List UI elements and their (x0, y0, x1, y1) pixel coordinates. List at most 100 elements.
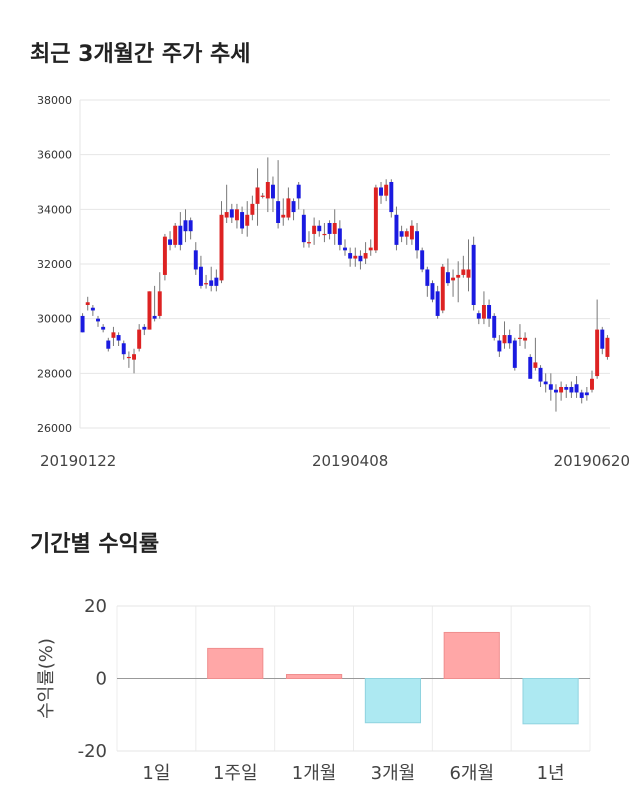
candle-body (528, 356, 533, 379)
candle-body (240, 212, 245, 229)
candle-body (456, 274, 461, 278)
candle-body (584, 392, 589, 396)
returns-bar (364, 678, 422, 724)
candle-body (111, 332, 116, 338)
candle-body (214, 277, 219, 286)
returns-bar (285, 674, 343, 680)
returns-y-tick-label: 0 (96, 669, 107, 690)
candle-body (523, 337, 528, 341)
returns-x-tick-label: 1주일 (213, 763, 258, 784)
candle-body (466, 269, 471, 278)
price-y-tick-label: 26000 (37, 422, 72, 435)
candle-body (121, 343, 126, 355)
price-trend-title: 최근 3개월간 주가 추세 (30, 42, 251, 67)
candle-body (265, 182, 270, 199)
candle-body (502, 335, 507, 344)
candle-body (579, 392, 584, 398)
candle-body (507, 335, 512, 344)
candle-body (270, 184, 275, 199)
price-y-tick-label: 36000 (37, 149, 72, 162)
candle-body (595, 329, 600, 377)
candle-body (168, 239, 173, 245)
candle-body (487, 305, 492, 319)
candle-body (312, 225, 317, 234)
price-y-tick-label: 32000 (37, 258, 72, 271)
candle-body (471, 244, 476, 305)
candle-body (430, 283, 435, 300)
candle-body (90, 307, 95, 311)
candle-body (373, 187, 378, 251)
candle-body (425, 269, 430, 286)
candle-body (198, 266, 203, 286)
candle-body (276, 201, 281, 223)
returns-y-tick-label: -20 (78, 741, 107, 762)
returns-y-axis-label: 수익률(%) (36, 638, 57, 719)
candle-body (358, 255, 363, 262)
candle-body (476, 313, 481, 319)
candle-body (234, 209, 239, 221)
candle-body (559, 387, 564, 393)
candle-body (461, 269, 466, 275)
candle-body (327, 223, 332, 234)
candle-body (533, 362, 538, 368)
candle-body (250, 203, 255, 215)
candle-body (157, 291, 162, 316)
candle-body (384, 184, 389, 196)
candle-body (538, 367, 543, 382)
candle-body (440, 266, 445, 311)
returns-x-tick-label: 6개월 (449, 763, 494, 784)
candle-body (317, 225, 322, 232)
candle-body (420, 250, 425, 270)
candle-body (286, 198, 291, 218)
returns-x-tick-label: 1년 (537, 763, 565, 784)
returns-y-tick-label: 20 (84, 596, 107, 617)
candle-body (492, 315, 497, 338)
candle-body (296, 184, 301, 199)
candle-body (553, 389, 558, 393)
candle-body (188, 220, 193, 232)
candle-body (445, 272, 450, 284)
price-y-tick-label: 38000 (37, 94, 72, 107)
candle-body (224, 212, 229, 218)
price-x-tick-label: 20190408 (312, 452, 388, 470)
candle-body (85, 302, 90, 305)
candle-body (229, 209, 234, 218)
returns-bar (522, 678, 579, 725)
candle-body (281, 214, 286, 218)
candle-body (389, 182, 394, 213)
price-x-tick-label: 20190122 (40, 452, 116, 470)
candle-body (147, 291, 152, 330)
returns-x-tick-label: 1개월 (292, 763, 337, 784)
candle-body (80, 315, 85, 333)
candle-body (332, 223, 337, 234)
candle-body (291, 201, 296, 213)
returns-x-tick-label: 3개월 (371, 763, 416, 784)
candle-body (255, 187, 260, 204)
candle-body (368, 247, 373, 251)
candle-body (348, 253, 353, 259)
candle-body (590, 378, 594, 390)
candle-body (178, 225, 183, 245)
candle-body (394, 214, 399, 245)
candle-body (605, 337, 610, 357)
candle-body (142, 326, 147, 330)
candle-body (574, 384, 579, 393)
candle-body (404, 231, 409, 237)
price-y-tick-label: 28000 (37, 367, 72, 380)
candle-body (126, 356, 131, 359)
candle-body (96, 318, 100, 322)
candle-body (209, 280, 214, 286)
candle-body (451, 277, 456, 281)
candle-body (245, 214, 250, 226)
price-x-tick-label: 20190620 (554, 452, 630, 470)
candle-body (152, 315, 157, 319)
candle-body (481, 305, 486, 319)
candle-body (353, 255, 358, 259)
candle-body (193, 250, 198, 270)
candle-body (137, 329, 142, 349)
candle-body (204, 283, 209, 285)
candle-body (399, 231, 404, 237)
candle-body (322, 233, 327, 236)
candle-body (569, 387, 574, 393)
